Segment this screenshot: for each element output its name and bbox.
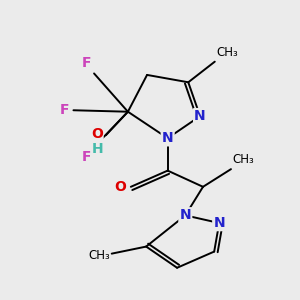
Text: CH₃: CH₃ (232, 153, 254, 166)
Text: F: F (59, 103, 69, 117)
Text: CH₃: CH₃ (88, 249, 110, 262)
Text: N: N (162, 131, 173, 145)
Text: N: N (213, 216, 225, 230)
Text: H: H (91, 142, 103, 155)
Text: F: F (82, 56, 91, 70)
Text: CH₃: CH₃ (216, 46, 238, 59)
Text: O: O (91, 127, 103, 141)
Text: F: F (82, 150, 91, 164)
Text: O: O (115, 180, 126, 194)
Text: N: N (179, 208, 191, 222)
Text: N: N (194, 109, 206, 123)
